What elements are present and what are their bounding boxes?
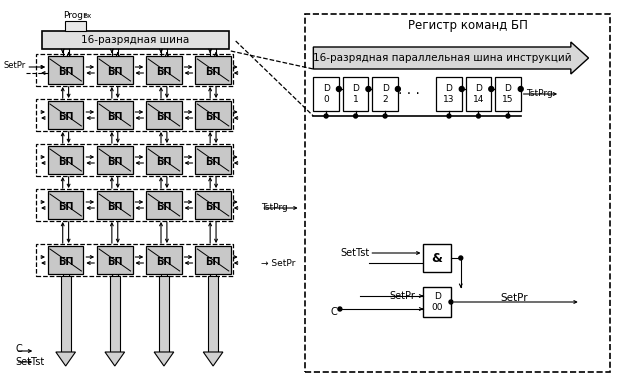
FancyBboxPatch shape [48,101,83,129]
FancyBboxPatch shape [146,56,182,84]
Circle shape [383,114,387,118]
FancyBboxPatch shape [195,101,231,129]
Text: БП: БП [58,257,73,267]
Text: D
00: D 00 [432,292,443,312]
Text: БП: БП [156,112,172,122]
Text: D
13: D 13 [443,84,454,104]
Text: SetTst: SetTst [340,248,369,258]
Circle shape [477,114,481,118]
FancyBboxPatch shape [64,21,86,31]
Text: SetPr: SetPr [3,61,25,70]
FancyBboxPatch shape [48,146,83,174]
FancyBboxPatch shape [423,287,451,317]
FancyBboxPatch shape [436,77,462,111]
Text: БП: БП [205,202,221,212]
Text: БП: БП [107,112,123,122]
Polygon shape [56,352,76,366]
FancyBboxPatch shape [343,77,368,111]
FancyBboxPatch shape [208,276,218,352]
Polygon shape [154,352,174,366]
Text: D
15: D 15 [502,84,514,104]
Text: SetPr: SetPr [389,291,415,301]
Circle shape [447,114,451,118]
Circle shape [366,86,371,91]
FancyBboxPatch shape [48,191,83,219]
FancyBboxPatch shape [48,56,83,84]
Circle shape [338,307,342,311]
Text: БП: БП [58,112,73,122]
Text: БП: БП [205,67,221,77]
Circle shape [506,114,510,118]
Circle shape [337,86,342,91]
FancyBboxPatch shape [97,191,133,219]
Text: БП: БП [205,257,221,267]
FancyBboxPatch shape [466,77,491,111]
Text: БП: БП [156,257,172,267]
Polygon shape [313,42,588,74]
FancyBboxPatch shape [195,191,231,219]
FancyBboxPatch shape [97,246,133,274]
FancyBboxPatch shape [110,276,120,352]
FancyBboxPatch shape [313,77,339,111]
Circle shape [489,86,494,91]
Text: D
1: D 1 [352,84,359,104]
FancyBboxPatch shape [61,276,71,352]
Text: · · ·: · · · [398,87,420,101]
Text: БП: БП [58,67,73,77]
Text: БП: БП [156,157,172,167]
Circle shape [353,114,358,118]
FancyBboxPatch shape [146,101,182,129]
Text: D
0: D 0 [322,84,330,104]
Circle shape [396,86,401,91]
Text: БП: БП [107,257,123,267]
FancyBboxPatch shape [97,56,133,84]
Text: БП: БП [107,157,123,167]
Text: C: C [16,344,22,354]
Text: вх: вх [83,13,92,19]
Text: TstPrg: TstPrg [526,89,552,99]
FancyBboxPatch shape [146,191,182,219]
Text: D
2: D 2 [382,84,389,104]
Text: Progr: Progr [63,12,86,20]
Polygon shape [105,352,125,366]
Text: Регистр команд БП: Регистр команд БП [408,20,528,33]
Text: 16-разрядная шина: 16-разрядная шина [81,35,190,45]
Circle shape [449,300,453,304]
FancyBboxPatch shape [159,276,169,352]
FancyBboxPatch shape [97,146,133,174]
Text: БП: БП [205,157,221,167]
Text: БП: БП [107,67,123,77]
Text: SetPr: SetPr [500,293,528,303]
Text: C: C [330,307,337,317]
FancyBboxPatch shape [373,77,398,111]
Text: БП: БП [156,202,172,212]
FancyBboxPatch shape [42,31,229,49]
FancyBboxPatch shape [423,244,451,272]
Text: БП: БП [107,202,123,212]
FancyBboxPatch shape [146,246,182,274]
Text: &: & [432,252,443,265]
FancyBboxPatch shape [195,246,231,274]
FancyBboxPatch shape [195,56,231,84]
FancyBboxPatch shape [195,146,231,174]
Text: 16-разрядная параллельная шина инструкций: 16-разрядная параллельная шина инструкци… [312,53,572,63]
Circle shape [459,86,464,91]
Circle shape [518,86,523,91]
Text: БП: БП [58,157,73,167]
Text: БП: БП [205,112,221,122]
Text: → SetPr: → SetPr [261,258,296,268]
Text: БП: БП [58,202,73,212]
FancyBboxPatch shape [97,101,133,129]
Polygon shape [203,352,223,366]
FancyBboxPatch shape [495,77,521,111]
Text: D
14: D 14 [473,84,484,104]
FancyBboxPatch shape [48,246,83,274]
Circle shape [459,256,463,260]
FancyBboxPatch shape [146,146,182,174]
Text: БП: БП [156,67,172,77]
Text: TstPrg: TstPrg [261,204,288,212]
Circle shape [324,114,328,118]
Text: SetTst: SetTst [16,357,45,367]
